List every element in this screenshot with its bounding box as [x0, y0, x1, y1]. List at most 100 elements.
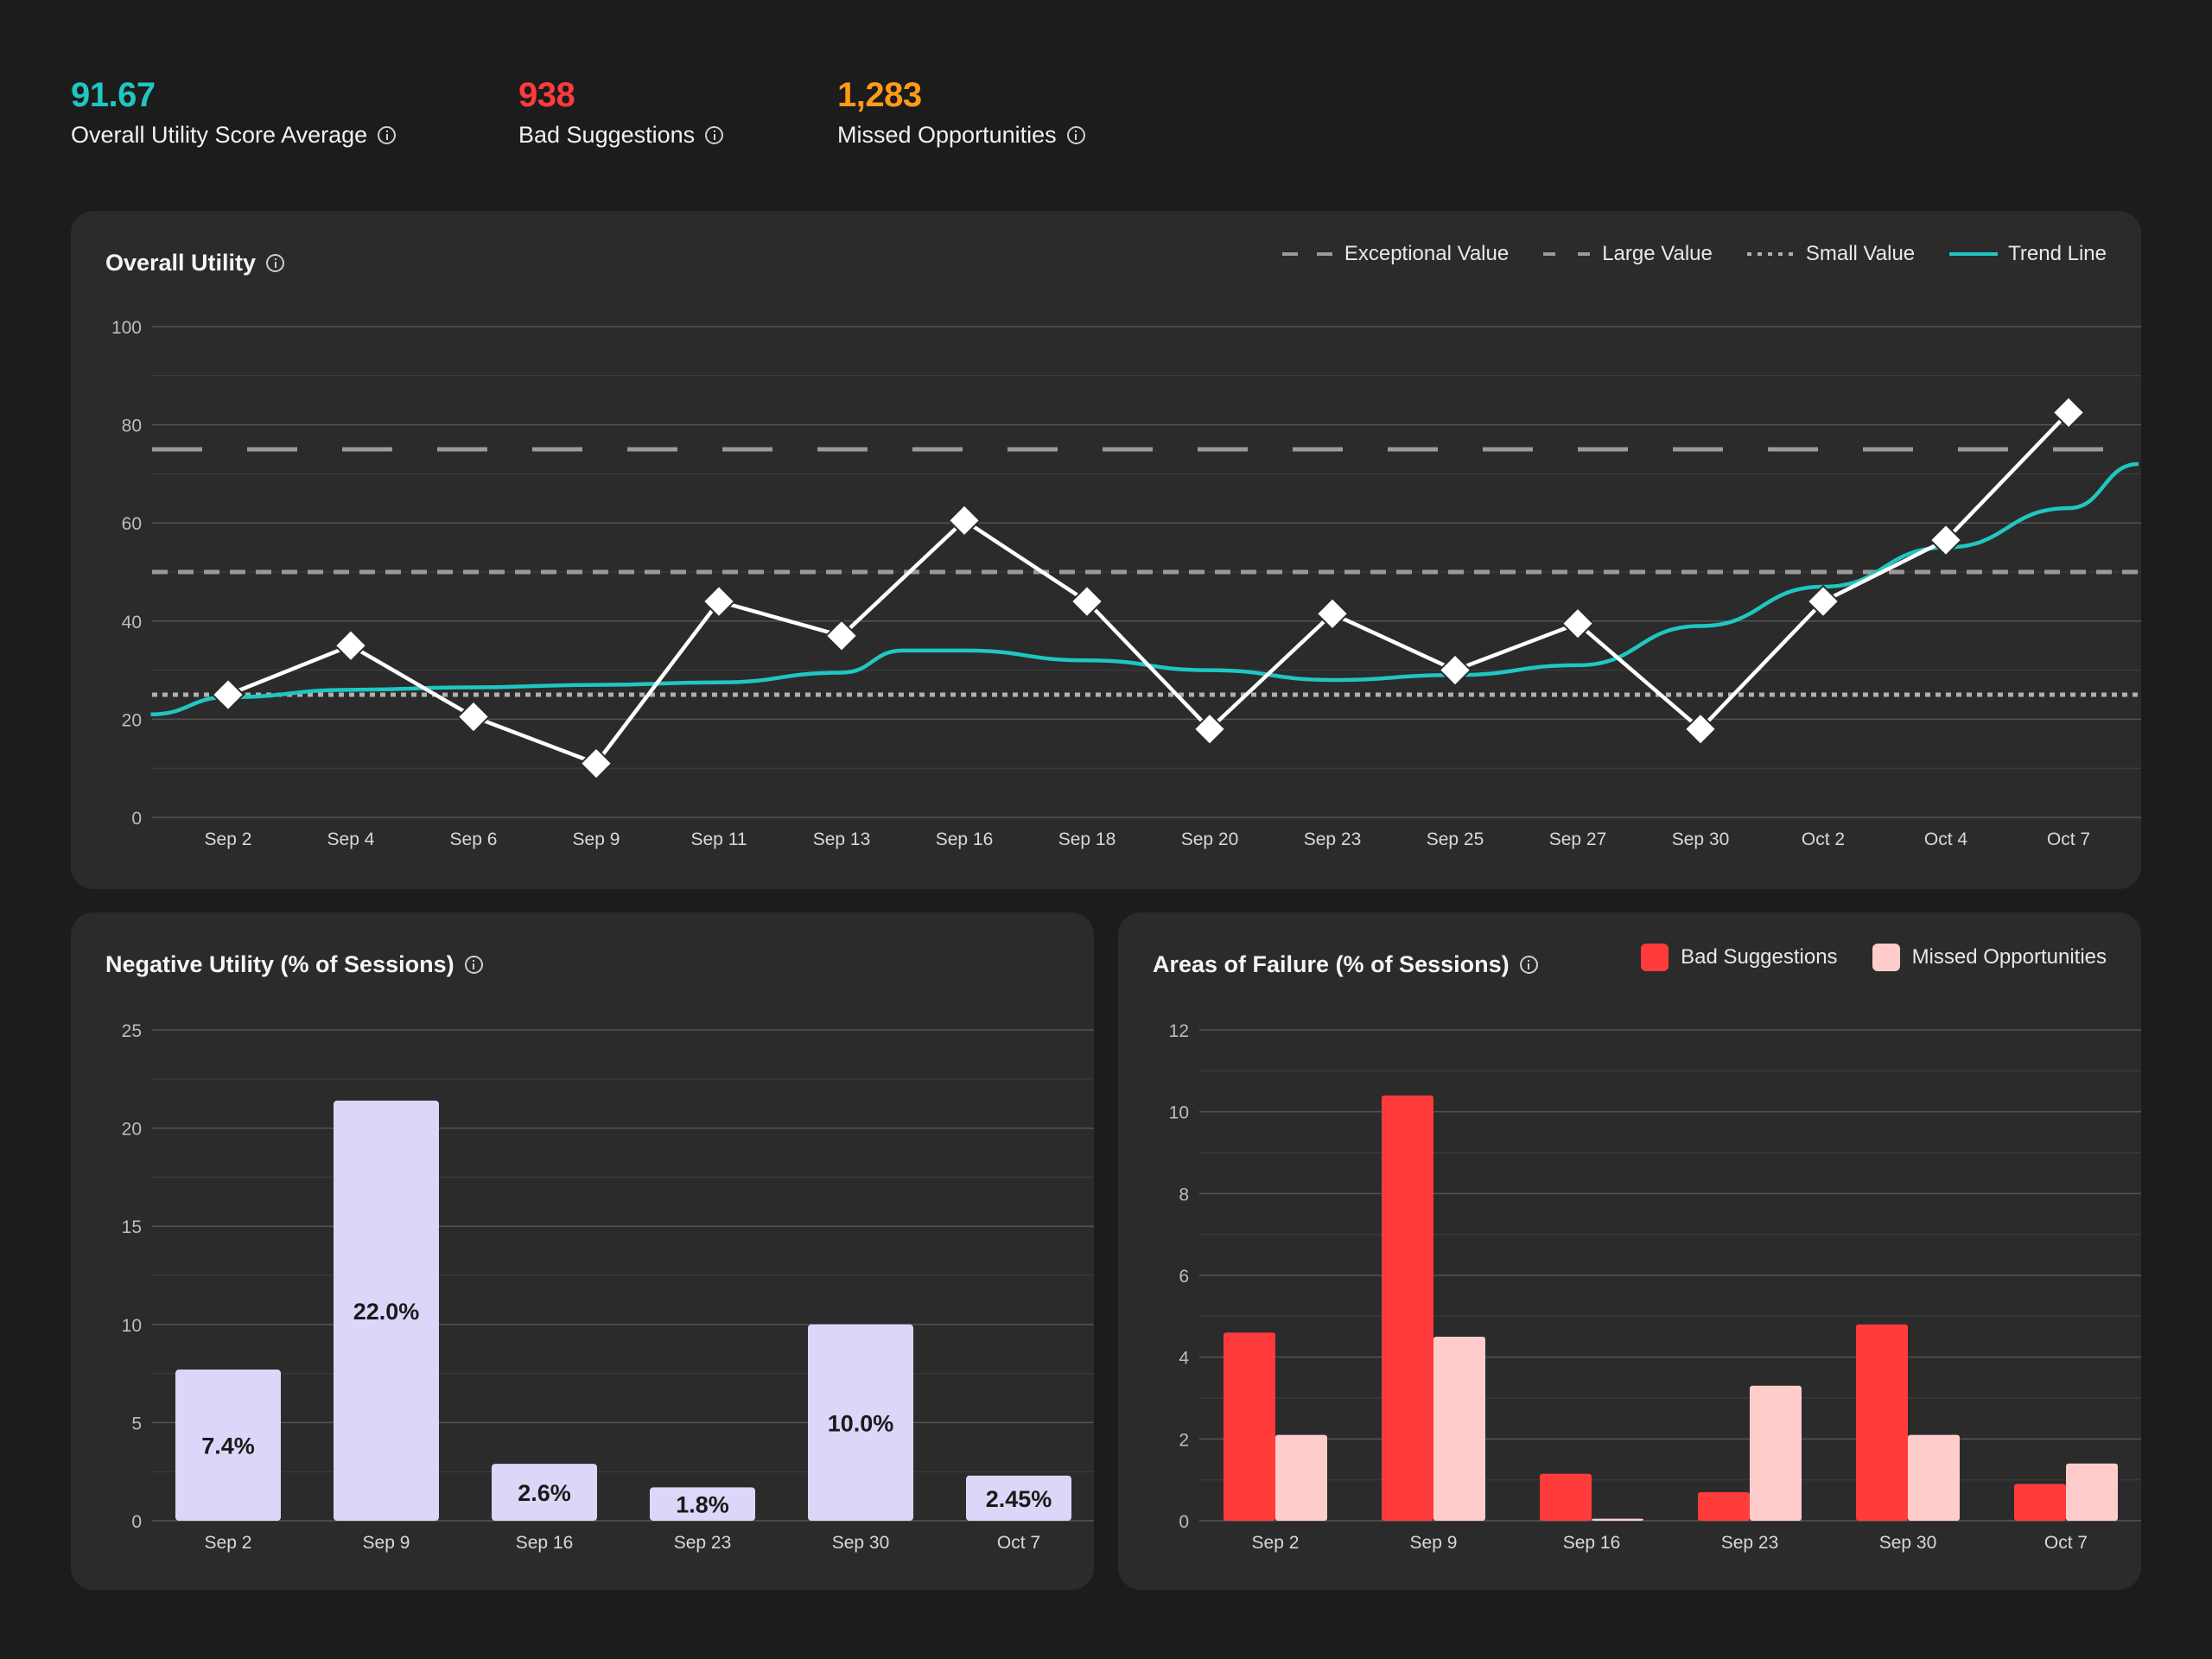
x-tick-label: Sep 25 [1427, 830, 1484, 849]
y-tick-label: 25 [122, 1021, 142, 1041]
bar-data-label: 2.45% [986, 1486, 1052, 1512]
x-tick-label: Oct 4 [1924, 830, 1968, 849]
x-tick-label: Sep 30 [832, 1533, 890, 1553]
kpi-bad-suggestions: 938 Bad Suggestions [518, 74, 724, 152]
x-tick-label: Sep 13 [813, 830, 871, 849]
data-point-diamond [1683, 712, 1718, 747]
y-tick-label: 0 [1179, 1512, 1189, 1532]
x-tick-label: Sep 11 [691, 830, 747, 849]
data-point-diamond [579, 747, 613, 780]
x-tick-label: Oct 7 [2044, 1533, 2088, 1553]
data-point-diamond [211, 677, 245, 712]
x-tick-label: Sep 16 [516, 1533, 574, 1553]
bar-data-label: 1.8% [676, 1492, 729, 1518]
bar [966, 1475, 1071, 1521]
overall-utility-chart: 0 20 40 60 80 100 Sep 2 Sep 4 Sep 6 Sep 9 Sep 11 Se… [111, 318, 2141, 849]
data-point-diamond [1806, 584, 1840, 619]
bar-bad-suggestions [2014, 1484, 2066, 1521]
y-tick-label: 80 [122, 416, 142, 436]
x-tick-label: Sep 2 [205, 830, 252, 849]
info-icon[interactable] [1066, 125, 1085, 144]
overall-legend: Exceptional Value Large Value Small Valu… [1248, 242, 2107, 266]
bar-bad-suggestions [1698, 1491, 1750, 1521]
trend-line [150, 461, 2139, 716]
legend-dot-icon [1746, 252, 1796, 256]
legend-label: Missed Opportunities [1911, 945, 2107, 969]
bar-missed-opportunities [1275, 1434, 1327, 1521]
y-tick-label: 20 [122, 710, 142, 730]
x-tick-label: Sep 9 [1410, 1533, 1458, 1553]
x-tick-label: Oct 2 [1802, 830, 1845, 849]
bar-data-label: 2.6% [518, 1480, 571, 1506]
data-point-diamond [1192, 712, 1227, 747]
data-point-diamond [456, 700, 491, 734]
legend-item-large[interactable]: Large Value [1543, 242, 1713, 266]
panel-title-text: Negative Utility (% of Sessions) [105, 951, 454, 977]
info-icon[interactable] [1519, 955, 1538, 974]
overall-utility-panel: Overall Utility Exceptional Value Large … [71, 211, 2141, 889]
bar [650, 1487, 755, 1521]
legend-item-exceptional[interactable]: Exceptional Value [1281, 242, 1509, 266]
x-tick-label: Sep 23 [1304, 830, 1362, 849]
info-icon[interactable] [464, 955, 483, 974]
bar-missed-opportunities [1750, 1385, 1802, 1521]
x-tick-label: Sep 16 [1563, 1533, 1621, 1553]
x-tick-label: Sep 18 [1058, 830, 1116, 849]
legend-swatch [1641, 944, 1669, 971]
bar-data-label: 10.0% [828, 1410, 894, 1436]
panel-title-text: Areas of Failure (% of Sessions) [1153, 951, 1510, 977]
x-tick-label: Sep 2 [205, 1533, 252, 1553]
legend-item-trend[interactable]: Trend Line [1949, 242, 2107, 266]
y-tick-label: 0 [131, 1512, 142, 1532]
legend-item-missed-opportunities[interactable]: Missed Opportunities [1872, 944, 2107, 971]
kpi-missed-opportunities: 1,283 Missed Opportunities [837, 74, 1085, 152]
legend-item-bad-suggestions[interactable]: Bad Suggestions [1641, 944, 1838, 971]
legend-solid-line-icon [1949, 252, 1999, 256]
y-tick-label: 6 [1179, 1267, 1189, 1287]
x-tick-label: Sep 9 [573, 830, 620, 849]
panel-title: Negative Utility (% of Sessions) [105, 947, 483, 982]
y-tick-label: 60 [122, 514, 142, 534]
info-icon[interactable] [266, 253, 285, 272]
kpi-label-text: Bad Suggestions [518, 122, 696, 148]
x-tick-label: Sep 27 [1549, 830, 1607, 849]
legend-label: Large Value [1602, 242, 1713, 265]
info-icon[interactable] [378, 125, 397, 144]
areas-of-failure-panel: Areas of Failure (% of Sessions) Bad Sug… [1118, 912, 2141, 1590]
kpi-value: 938 [518, 76, 575, 114]
bar-bad-suggestions [1540, 1473, 1592, 1521]
data-point-diamond [947, 503, 982, 537]
kpi-label: Bad Suggestions [518, 118, 724, 152]
info-icon[interactable] [705, 125, 724, 144]
x-tick-label: Oct 7 [2047, 830, 2090, 849]
legend-item-small[interactable]: Small Value [1746, 242, 1915, 266]
panel-title: Overall Utility [105, 245, 285, 280]
kpi-label: Missed Opportunities [837, 118, 1085, 152]
x-tick-label: Sep 6 [450, 830, 498, 849]
kpi-value: 91.67 [71, 76, 156, 114]
y-tick-label: 100 [111, 318, 142, 338]
bar-bad-suggestions [1856, 1324, 1908, 1521]
data-point-diamond [1929, 523, 1963, 557]
legend-label: Bad Suggestions [1681, 945, 1838, 969]
bar-missed-opportunities [1908, 1434, 1960, 1521]
y-tick-label: 5 [131, 1414, 142, 1433]
y-tick-label: 8 [1179, 1185, 1189, 1205]
legend-label: Trend Line [2008, 242, 2107, 265]
kpi-label-text: Overall Utility Score Average [71, 122, 368, 148]
bar [334, 1100, 439, 1521]
legend-long-dash-icon [1281, 252, 1334, 256]
x-tick-label: Sep 2 [1252, 1533, 1300, 1553]
data-point-diamond [334, 628, 368, 663]
kpi-label: Overall Utility Score Average [71, 118, 397, 152]
utility-series-line [227, 410, 2070, 766]
legend-swatch [1872, 944, 1900, 971]
bar [808, 1324, 913, 1521]
bar-missed-opportunities [1433, 1337, 1485, 1521]
legend-dash-icon [1543, 252, 1592, 256]
x-tick-label: Oct 7 [997, 1533, 1040, 1553]
kpi-value: 1,283 [837, 76, 922, 114]
data-point-diamond [2051, 395, 2086, 429]
y-tick-label: 40 [122, 613, 142, 632]
bar-missed-opportunities [1592, 1518, 1643, 1521]
